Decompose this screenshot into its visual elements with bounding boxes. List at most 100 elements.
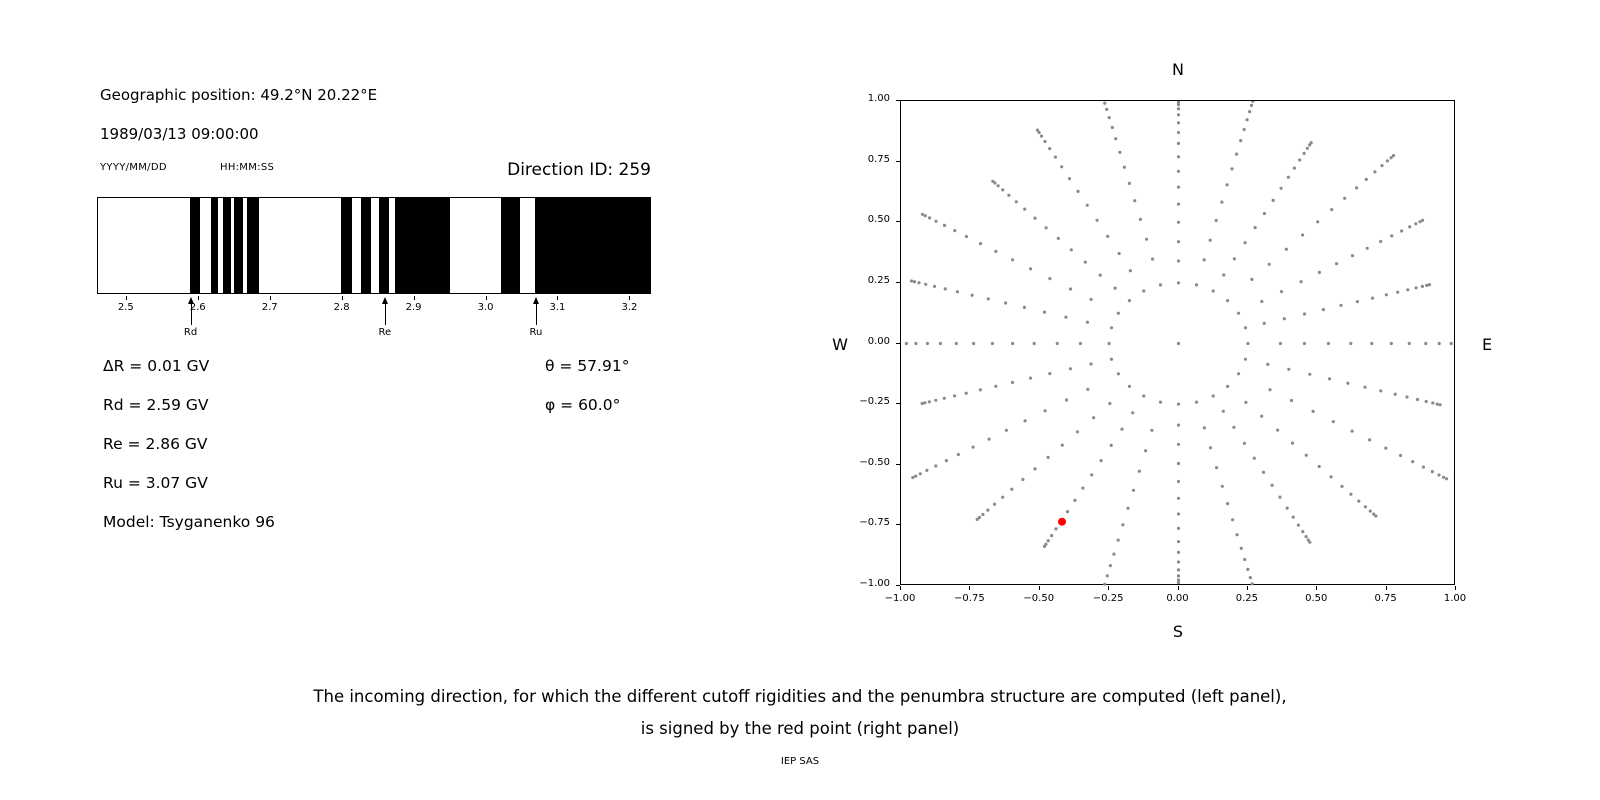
x-tick [1455, 586, 1456, 590]
direction-dot [1144, 449, 1148, 453]
direction-dot [1384, 293, 1388, 297]
direction-dot [933, 284, 937, 288]
penumbra-x-axis: 2.5 2.6 2.7 2.8 2.9 3.0 3.1 3.2 Rd Re Ru [97, 296, 651, 356]
cutoff-values: ΔR = 0.01 GV Rd = 2.59 GV Re = 2.86 GV R… [103, 357, 443, 557]
direction-dot [1176, 550, 1181, 554]
direction-dot [1279, 186, 1283, 190]
direction-dot [1286, 175, 1290, 179]
direction-dot [1365, 246, 1369, 250]
direction-dot [1379, 239, 1383, 244]
direction-dot [925, 341, 929, 346]
direction-dot [923, 214, 927, 218]
direction-dot [1106, 234, 1110, 238]
direction-dot [1343, 196, 1347, 200]
direction-dot [1442, 475, 1446, 479]
direction-dot [1142, 289, 1146, 293]
direction-dot [1120, 427, 1124, 431]
direction-dot [1414, 222, 1418, 226]
direction-dot [954, 341, 958, 346]
direction-dot [991, 179, 995, 183]
direction-dot [1246, 341, 1250, 346]
direction-dot [1301, 530, 1305, 534]
direction-dot [1226, 299, 1230, 303]
direction-dot [911, 475, 915, 480]
caption-line2: is signed by the red point (right panel) [640, 719, 960, 738]
x-tick-label: 2.6 [189, 302, 206, 313]
x-tick-label: 3.2 [621, 302, 638, 313]
direction-dot [1250, 277, 1254, 281]
date-format-label: YYYY/MM/DD [100, 162, 167, 173]
direction-dot [1304, 535, 1308, 539]
direction-dot [1253, 226, 1257, 230]
direction-dot [1250, 582, 1254, 586]
direction-dot [1408, 225, 1412, 229]
direction-dot [1316, 220, 1320, 224]
direction-dot [920, 401, 924, 406]
direction-dot [1176, 512, 1181, 516]
y-tick-label: 0.00 [867, 335, 890, 347]
direction-dot [1374, 514, 1378, 518]
direction-dot [1176, 568, 1181, 572]
x-tick-label: 0.50 [1305, 593, 1328, 604]
direction-dot [1243, 241, 1247, 245]
re-marker-label: Re [378, 327, 392, 338]
ru-arrow-head [532, 297, 539, 304]
direction-dot [1133, 199, 1137, 203]
direction-dot [1023, 207, 1027, 211]
direction-dot [1083, 260, 1087, 264]
direction-dot [1438, 403, 1442, 407]
direction-dot [1089, 297, 1093, 301]
direction-dot [1430, 470, 1434, 474]
direction-dot [1114, 137, 1118, 141]
direction-dot [1176, 442, 1181, 446]
direction-dot [1289, 398, 1294, 403]
direction-dot [1445, 477, 1449, 481]
y-tick-label: −0.50 [859, 456, 890, 468]
direction-dot [1389, 341, 1393, 346]
direction-dot [990, 341, 994, 346]
x-tick [1316, 586, 1318, 590]
direction-dot [1076, 189, 1080, 193]
direction-dot [1176, 259, 1181, 263]
direction-dot [1346, 381, 1350, 385]
direction-dot [1317, 464, 1321, 469]
direction-dot [1301, 233, 1305, 237]
direction-dot [1011, 341, 1015, 346]
direction-dot [1220, 484, 1224, 488]
direction-dot [1357, 499, 1361, 503]
compass-south-label: S [1172, 622, 1184, 641]
direction-dot [1176, 581, 1181, 585]
y-tick [896, 342, 900, 344]
direction-dot [1044, 226, 1048, 230]
direction-dot [1064, 398, 1069, 402]
direction-dot [1108, 401, 1112, 406]
direction-dot [1268, 388, 1272, 392]
direction-dot [1261, 470, 1266, 474]
direction-dot [1011, 258, 1015, 262]
direction-dot [1028, 376, 1033, 380]
direction-dot [925, 468, 929, 472]
direction-dot [1048, 372, 1052, 376]
direction-dot [1056, 236, 1060, 240]
direction-dot [1350, 429, 1354, 433]
direction-dot [904, 341, 908, 346]
direction-dot [1176, 540, 1181, 544]
direction-dot [1042, 544, 1047, 548]
direction-dot [1103, 101, 1107, 105]
y-tick-label: 0.75 [867, 153, 890, 165]
direction-dot [1282, 317, 1286, 321]
direction-dot [1107, 341, 1111, 346]
direction-dot [1368, 509, 1372, 513]
geo-position-label: Geographic position: 49.2°N 20.22°E [100, 86, 378, 104]
rd-arrow [190, 303, 192, 325]
direction-dot [912, 280, 917, 284]
direction-dot [1085, 203, 1089, 207]
direction-dot [1355, 186, 1359, 190]
direction-dot [1406, 288, 1410, 292]
direction-dot [1290, 441, 1295, 445]
direction-dot [1235, 533, 1239, 537]
direction-dot [1239, 139, 1243, 143]
direction-dot [917, 281, 921, 285]
direction-dot [943, 287, 947, 291]
x-tick-label: 3.1 [549, 302, 566, 313]
